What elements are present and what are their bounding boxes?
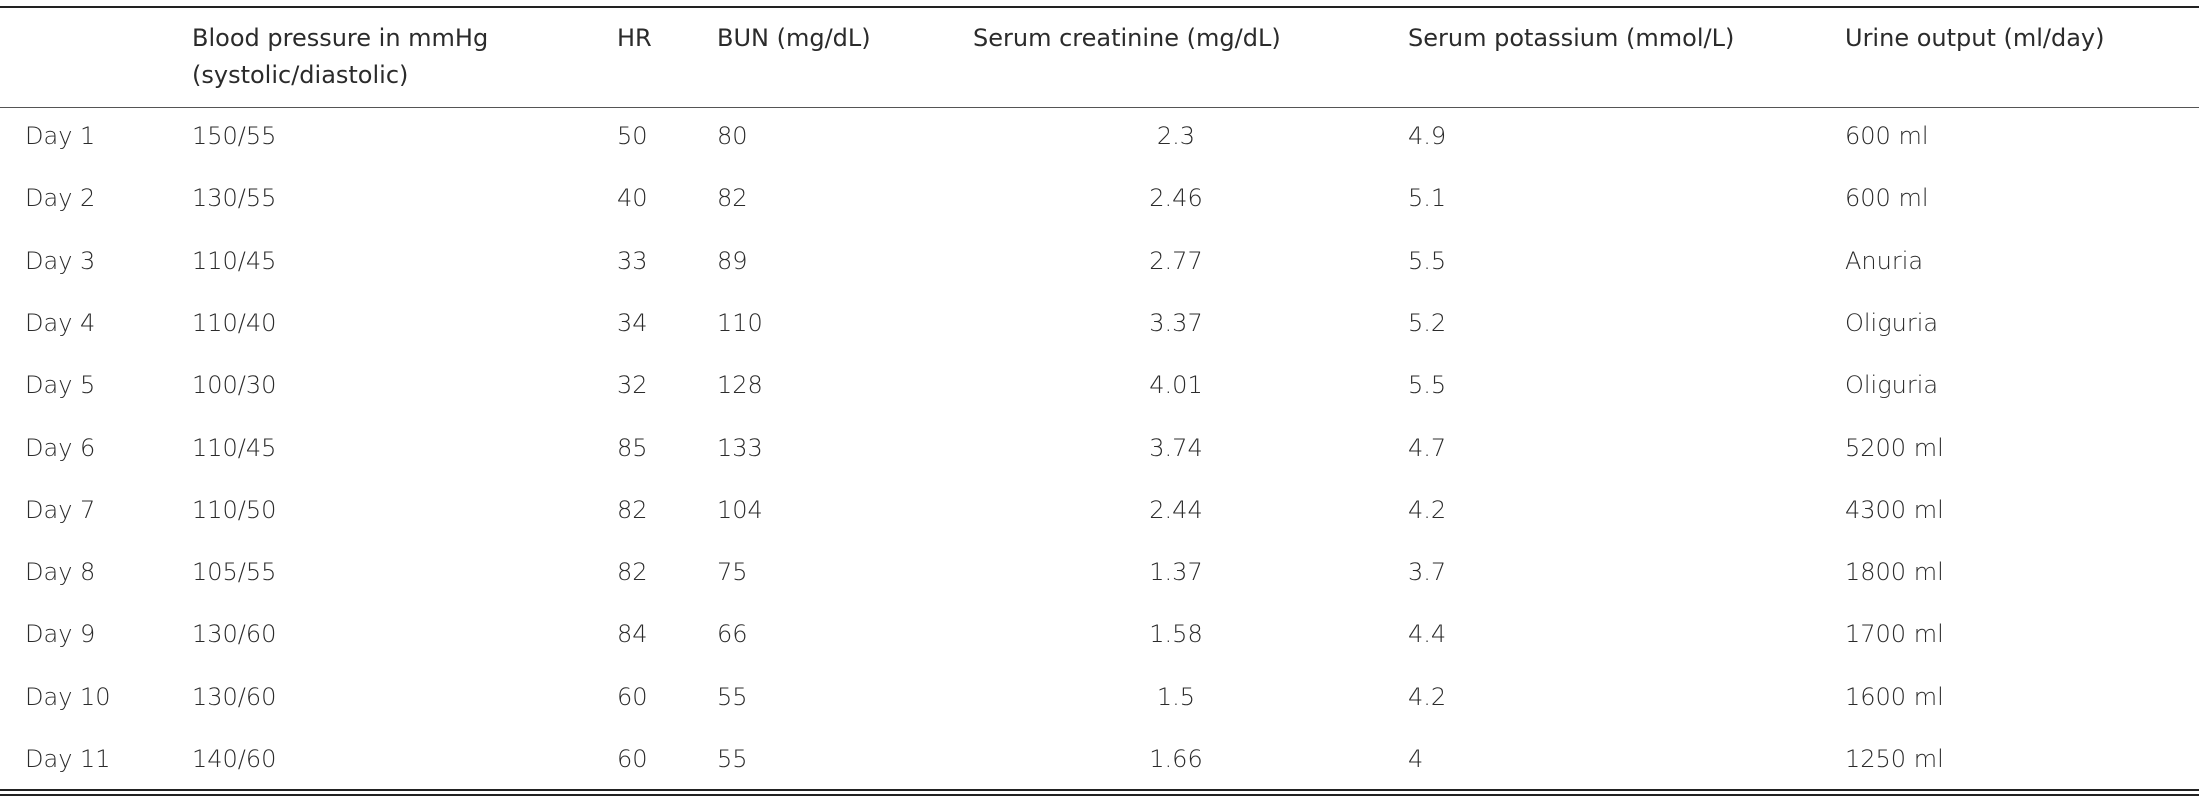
- table-cell: 4.2: [1408, 682, 1447, 711]
- table-cell: 1600 ml: [1845, 682, 1944, 711]
- table-cell: 82: [717, 184, 748, 213]
- table-cell: 110/45: [192, 433, 277, 462]
- header-rule: [0, 107, 2199, 108]
- table-cell: 66: [717, 620, 748, 649]
- table-cell: 110: [717, 308, 763, 337]
- table-cell: 3.37: [1149, 308, 1203, 337]
- table-cell: 40: [617, 184, 648, 213]
- table-cell: 60: [617, 745, 648, 773]
- table-cell: Oliguria: [1845, 371, 1939, 400]
- column-header: Urine output (ml/day): [1845, 24, 2105, 52]
- table-cell: 600 ml: [1845, 122, 1929, 150]
- row-label: Day 5: [25, 371, 96, 400]
- bottom-rule: [0, 794, 2199, 796]
- table-cell: 1.5: [1156, 682, 1196, 711]
- table-cell: Oliguria: [1845, 308, 1939, 337]
- table-cell: 110/40: [192, 308, 277, 337]
- table-cell: 4.01: [1149, 371, 1203, 400]
- table-cell: 150/55: [192, 122, 277, 150]
- table-cell: 89: [717, 246, 748, 275]
- column-header: HR: [617, 24, 652, 52]
- table-cell: 1800 ml: [1845, 558, 1944, 587]
- row-label: Day 7: [25, 495, 96, 524]
- table-cell: 82: [617, 495, 648, 524]
- table-cell: 133: [717, 433, 763, 462]
- table-cell: 130/55: [192, 184, 277, 213]
- table-cell: 128: [717, 371, 763, 400]
- row-label: Day 9: [25, 620, 96, 649]
- table-cell: 55: [717, 745, 748, 773]
- row-label: Day 3: [25, 246, 96, 275]
- table-cell: 75: [717, 558, 748, 587]
- table-cell: 55: [717, 682, 748, 711]
- table-cell: 1.58: [1149, 620, 1203, 649]
- table-cell: 82: [617, 558, 648, 587]
- table-cell: 3.74: [1149, 433, 1203, 462]
- row-label: Day 1: [25, 122, 96, 150]
- table-cell: 4.2: [1408, 495, 1447, 524]
- table-cell: 4: [1408, 745, 1424, 773]
- table-cell: 1700 ml: [1845, 620, 1944, 649]
- table-cell: 33: [617, 246, 648, 275]
- table-cell: 34: [617, 308, 648, 337]
- table-cell: 140/60: [192, 745, 277, 773]
- row-label: Day 11: [25, 745, 111, 773]
- column-header: BUN (mg/dL): [717, 24, 871, 52]
- table-cell: 5.1: [1408, 184, 1447, 213]
- row-label: Day 2: [25, 184, 96, 213]
- table-cell: 110/45: [192, 246, 277, 275]
- table-cell: 105/55: [192, 558, 277, 587]
- table-cell: 5200 ml: [1845, 433, 1944, 462]
- table-cell: 1.37: [1149, 558, 1203, 587]
- table-cell: Anuria: [1845, 246, 1924, 275]
- table-cell: 1.66: [1149, 745, 1203, 773]
- table-cell: 32: [617, 371, 648, 400]
- row-label: Day 4: [25, 308, 96, 337]
- table-cell: 60: [617, 682, 648, 711]
- table-cell: 5.5: [1408, 371, 1447, 400]
- column-header: Blood pressure in mmHg (systolic/diastol…: [192, 24, 489, 89]
- table-cell: 50: [617, 122, 648, 150]
- table-cell: 130/60: [192, 620, 277, 649]
- table-cell: 80: [717, 122, 748, 150]
- table-cell: 2.77: [1149, 246, 1203, 275]
- table-cell: 100/30: [192, 371, 277, 400]
- table-cell: 130/60: [192, 682, 277, 711]
- table-cell: 110/50: [192, 495, 277, 524]
- table-cell: 2.44: [1149, 495, 1203, 524]
- column-header: Serum potassium (mmol/L): [1408, 24, 1735, 52]
- top-rule: [0, 6, 2199, 8]
- table-cell: 85: [617, 433, 648, 462]
- table-cell: 600 ml: [1845, 184, 1929, 213]
- table-cell: 4.7: [1408, 433, 1447, 462]
- bottom-rule: [0, 789, 2199, 791]
- table-cell: 84: [617, 620, 648, 649]
- table-cell: 5.2: [1408, 308, 1447, 337]
- table-cell: 2.3: [1156, 122, 1196, 150]
- row-label: Day 8: [25, 558, 96, 587]
- table-cell: 3.7: [1408, 558, 1447, 587]
- table-cell: 104: [717, 495, 763, 524]
- row-label: Day 10: [25, 682, 111, 711]
- column-header: Serum creatinine (mg/dL): [973, 24, 1281, 52]
- table-cell: 4.9: [1408, 122, 1447, 150]
- table-cell: 2.46: [1149, 184, 1203, 213]
- table-cell: 1250 ml: [1845, 745, 1944, 773]
- table-cell: 4300 ml: [1845, 495, 1944, 524]
- table-cell: 4.4: [1408, 620, 1447, 649]
- table-cell: 5.5: [1408, 246, 1447, 275]
- row-label: Day 6: [25, 433, 96, 462]
